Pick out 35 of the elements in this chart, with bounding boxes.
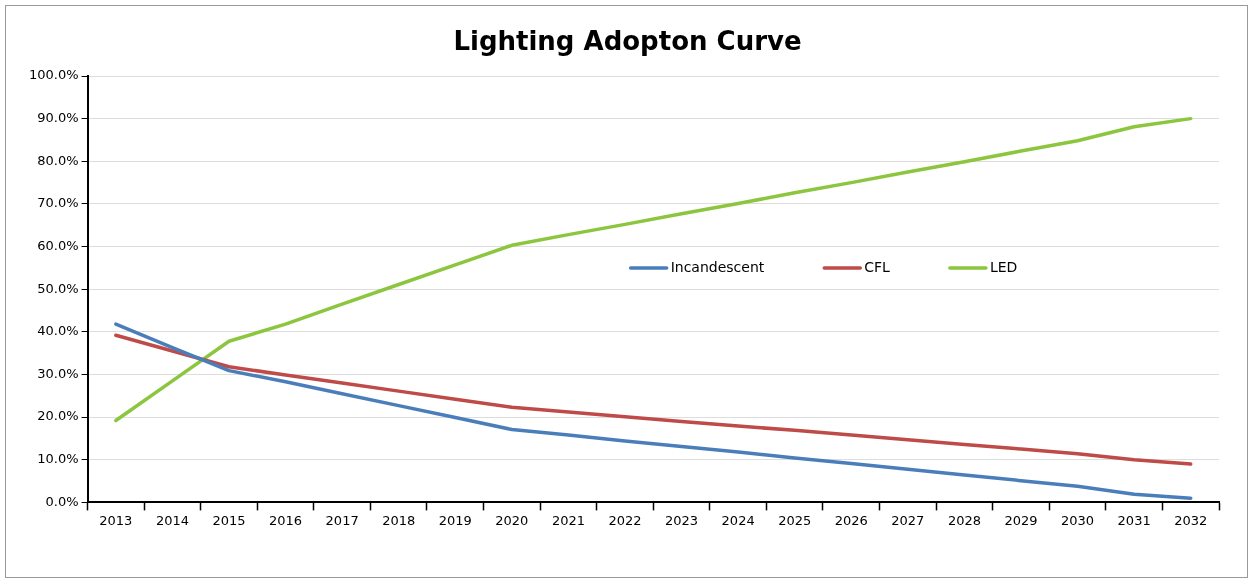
y-tick-label: 80.0% <box>37 152 79 168</box>
y-tick-label: 20.0% <box>37 408 79 424</box>
y-tick-label: 10.0% <box>37 451 79 467</box>
legend-label: Incandescent <box>670 258 765 275</box>
legend-label: CFL <box>864 258 891 275</box>
x-tick-label: 2017 <box>325 512 359 528</box>
x-tick-label: 2018 <box>382 512 416 528</box>
x-tick-label: 2031 <box>1117 512 1151 528</box>
x-tick-label: 2024 <box>721 512 755 528</box>
x-tick-label: 2026 <box>834 512 868 528</box>
x-tick-label: 2013 <box>99 512 133 528</box>
y-tick-label: 100.0% <box>28 67 79 83</box>
x-tick-label: 2029 <box>1004 512 1038 528</box>
y-tick-label: 70.0% <box>37 195 79 211</box>
legend-label: LED <box>989 258 1018 275</box>
chart-title: Lighting Adopton Curve <box>452 26 803 56</box>
x-tick-label: 2025 <box>778 512 812 528</box>
x-tick-label: 2015 <box>212 512 246 528</box>
x-tick-label: 2032 <box>1174 512 1208 528</box>
x-tick-label: 2022 <box>608 512 642 528</box>
x-tick-label: 2019 <box>438 512 472 528</box>
x-tick-label: 2021 <box>551 512 585 528</box>
x-tick-label: 2030 <box>1061 512 1095 528</box>
y-tick-label: 30.0% <box>37 365 79 381</box>
x-tick-label: 2027 <box>891 512 925 528</box>
x-tick-label: 2023 <box>665 512 699 528</box>
y-tick-label: 50.0% <box>37 280 79 296</box>
x-tick-label: 2028 <box>947 512 981 528</box>
x-tick-label: 2016 <box>269 512 303 528</box>
y-tick-label: 40.0% <box>37 323 79 339</box>
y-tick-label: 60.0% <box>37 237 79 253</box>
x-tick-label: 2014 <box>155 512 189 528</box>
x-tick-label: 2020 <box>495 512 529 528</box>
y-tick-label: 90.0% <box>37 110 79 126</box>
y-tick-label: 0.0% <box>45 493 79 509</box>
